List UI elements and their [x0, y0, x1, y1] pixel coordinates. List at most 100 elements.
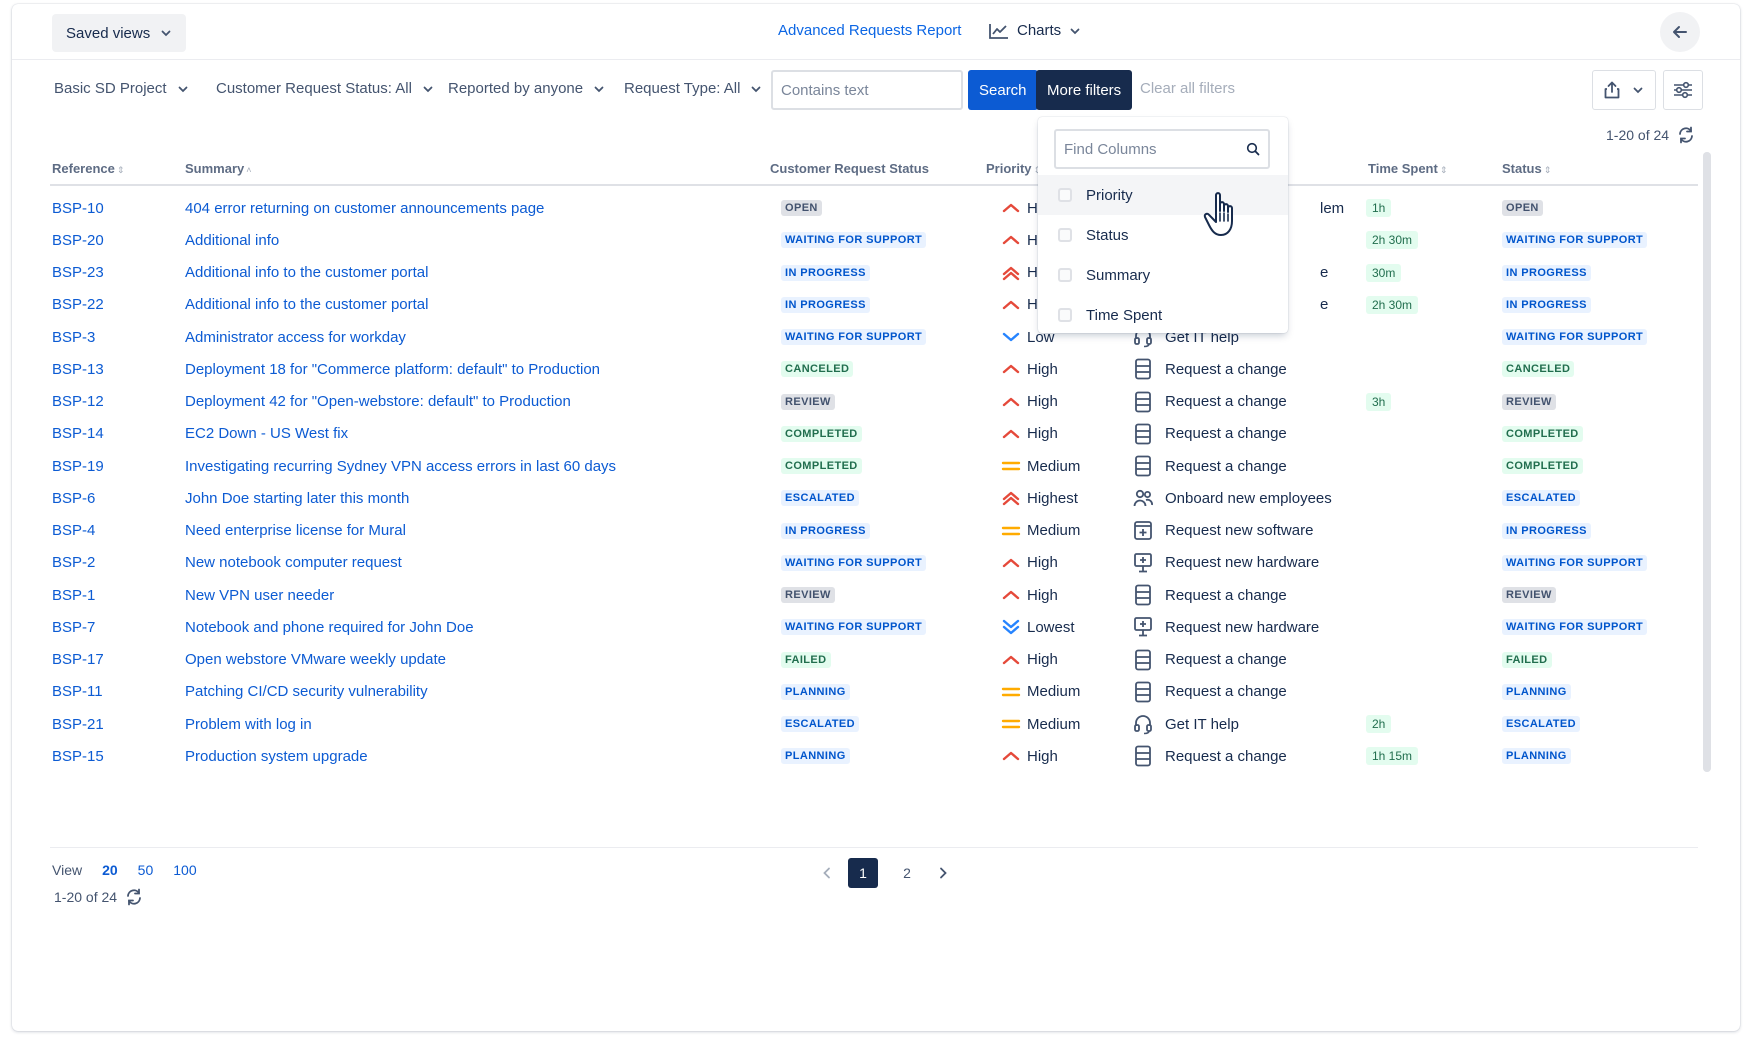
row-reference-link[interactable]: BSP-23 — [52, 264, 104, 281]
charts-dropdown[interactable]: Charts — [989, 22, 1081, 39]
column-option-time-spent[interactable]: Time Spent — [1038, 295, 1288, 335]
column-checkbox[interactable] — [1058, 228, 1072, 242]
table-row[interactable]: BSP-1 New VPN user needer REVIEW High Reques… — [50, 577, 1698, 613]
row-priority: Medium — [1001, 448, 1080, 484]
row-reference-link[interactable]: BSP-10 — [52, 199, 104, 217]
row-summary-link[interactable]: Notebook and phone required for John Doe — [185, 618, 474, 636]
export-button[interactable] — [1592, 70, 1656, 110]
more-filters-button[interactable]: More filters — [1036, 70, 1133, 110]
page-button-1[interactable]: 1 — [848, 858, 878, 888]
row-reference-link[interactable]: BSP-4 — [52, 522, 96, 539]
row-reference-link[interactable]: BSP-2 — [52, 554, 96, 572]
row-summary-link[interactable]: Production system upgrade — [185, 747, 368, 765]
row-summary-link[interactable]: New notebook computer request — [185, 554, 402, 572]
page-size-50[interactable]: 50 — [137, 862, 154, 878]
column-checkbox[interactable] — [1058, 188, 1072, 202]
column-header-reference[interactable]: Reference ⇕ — [52, 161, 124, 176]
column-option-priority[interactable]: Priority — [1038, 175, 1288, 215]
page-button-2[interactable]: 2 — [903, 865, 911, 881]
row-summary-link[interactable]: Additional info to the customer portal — [185, 296, 429, 314]
request-type-label: Request new hardware — [1165, 618, 1320, 636]
row-summary-link[interactable]: John Doe starting later this month — [185, 489, 410, 507]
table-row[interactable]: BSP-11 Patching CI/CD security vulnerabil… — [50, 674, 1698, 710]
column-header-time-spent[interactable]: Time Spent ⇕ — [1368, 161, 1447, 176]
table-row[interactable]: BSP-19 Investigating recurring Sydney VPN… — [50, 448, 1698, 484]
row-reference-link[interactable]: BSP-6 — [52, 489, 96, 507]
row-reference-link[interactable]: BSP-21 — [52, 715, 104, 733]
chevron-down-icon — [161, 30, 171, 37]
table-row[interactable]: BSP-21 Problem with log in ESCALATED Medium… — [50, 706, 1698, 742]
contains-text-input[interactable] — [771, 70, 963, 110]
column-header-summary[interactable]: Summary ˄ — [185, 161, 252, 176]
request-type-filter[interactable]: Request Type: All — [624, 80, 762, 97]
table-row[interactable]: BSP-22 Additional info to the customer po… — [50, 287, 1698, 323]
table-row[interactable]: BSP-10 404 error returning on customer an… — [50, 190, 1698, 226]
row-reference-link[interactable]: BSP-19 — [52, 457, 104, 475]
table-row[interactable]: BSP-7 Notebook and phone required for Joh… — [50, 609, 1698, 645]
page-size-20[interactable]: 20 — [102, 862, 118, 878]
back-button[interactable] — [1660, 12, 1700, 52]
table-row[interactable]: BSP-20 Additional info WAITING FOR SUPPORT… — [50, 222, 1698, 258]
project-filter[interactable]: Basic SD Project — [54, 80, 189, 97]
row-summary-link[interactable]: Open webstore VMware weekly update — [185, 651, 446, 668]
row-reference-link[interactable]: BSP-7 — [52, 618, 96, 636]
find-columns-input[interactable] — [1064, 140, 1234, 158]
page-size-100[interactable]: 100 — [173, 862, 197, 878]
search-button[interactable]: Search — [968, 70, 1038, 110]
hardware-icon — [1134, 552, 1152, 573]
table-row[interactable]: BSP-14 EC2 Down - US West fix COMPLETED Hig… — [50, 416, 1698, 452]
table-row[interactable]: BSP-13 Deployment 18 for "Commerce platfo… — [50, 351, 1698, 387]
chevron-left-icon[interactable] — [820, 866, 834, 880]
row-summary-link[interactable]: Administrator access for workday — [185, 328, 406, 346]
row-summary-link[interactable]: Investigating recurring Sydney VPN acces… — [185, 457, 617, 475]
row-reference-link[interactable]: BSP-17 — [52, 651, 104, 668]
saved-views-button[interactable]: Saved views — [52, 14, 187, 52]
status-filter[interactable]: Customer Request Status: All — [216, 80, 434, 97]
row-summary-link[interactable]: Patching CI/CD security vulnerability — [185, 683, 428, 701]
table-row[interactable]: BSP-3 Administrator access for workday WAI… — [50, 319, 1698, 355]
reporter-filter[interactable]: Reported by anyone — [448, 80, 605, 97]
table-row[interactable]: BSP-15 Production system upgrade PLANNING H… — [50, 738, 1698, 774]
row-summary-link[interactable]: Additional info to the customer portal — [185, 264, 429, 281]
chevron-right-icon[interactable] — [936, 866, 950, 880]
find-columns-field[interactable] — [1054, 129, 1270, 169]
table-row[interactable]: BSP-6 John Doe starting later this month E… — [50, 480, 1698, 516]
row-summary-link[interactable]: 404 error returning on customer announce… — [185, 199, 545, 217]
row-summary-link[interactable]: Deployment 18 for "Commerce platform: de… — [185, 360, 601, 378]
column-header-customer-status[interactable]: Customer Request Status — [770, 161, 929, 176]
row-summary-link[interactable]: New VPN user needer — [185, 586, 335, 604]
column-option-status[interactable]: Status — [1038, 215, 1288, 255]
scrollbar-thumb[interactable] — [1703, 152, 1711, 772]
column-checkbox[interactable] — [1058, 308, 1072, 322]
row-request-type-partial: e — [1320, 287, 1328, 323]
row-reference-link[interactable]: BSP-1 — [52, 586, 96, 604]
clear-all-filters-link[interactable]: Clear all filters — [1140, 80, 1236, 97]
row-summary-link[interactable]: Need enterprise license for Mural — [185, 522, 406, 539]
table-row[interactable]: BSP-23 Additional info to the customer po… — [50, 255, 1698, 291]
row-reference-link[interactable]: BSP-12 — [52, 393, 104, 410]
refresh-icon[interactable] — [125, 888, 143, 906]
column-header-priority[interactable]: Priority⇕ — [986, 161, 1041, 176]
refresh-icon[interactable] — [1677, 126, 1695, 144]
column-header-status[interactable]: Status ⇕ — [1502, 161, 1551, 176]
column-option-summary[interactable]: Summary — [1038, 255, 1288, 295]
row-reference-link[interactable]: BSP-11 — [52, 683, 103, 701]
row-reference-link[interactable]: BSP-22 — [52, 296, 104, 314]
row-summary-link[interactable]: Additional info — [185, 231, 280, 249]
row-reference-link[interactable]: BSP-3 — [52, 328, 96, 346]
table-row[interactable]: BSP-12 Deployment 42 for "Open-webstore: … — [50, 384, 1698, 420]
row-reference-link[interactable]: BSP-14 — [52, 425, 104, 443]
table-row[interactable]: BSP-4 Need enterprise license for Mural IN… — [50, 513, 1698, 549]
table-row[interactable]: BSP-17 Open webstore VMware weekly update… — [50, 642, 1698, 678]
row-reference-link[interactable]: BSP-15 — [52, 747, 104, 765]
report-title-link[interactable]: Advanced Requests Report — [778, 22, 962, 39]
row-reference-link[interactable]: BSP-13 — [52, 360, 104, 378]
row-summary-link[interactable]: Problem with log in — [185, 715, 312, 733]
table-row[interactable]: BSP-2 New notebook computer request WAITIN… — [50, 545, 1698, 581]
row-summary-link[interactable]: EC2 Down - US West fix — [185, 425, 349, 443]
table-scrollbar[interactable] — [1703, 152, 1711, 772]
row-summary-link[interactable]: Deployment 42 for "Open-webstore: defaul… — [185, 393, 571, 410]
column-settings-button[interactable] — [1663, 70, 1703, 110]
row-reference-link[interactable]: BSP-20 — [52, 231, 104, 249]
column-checkbox[interactable] — [1058, 268, 1072, 282]
